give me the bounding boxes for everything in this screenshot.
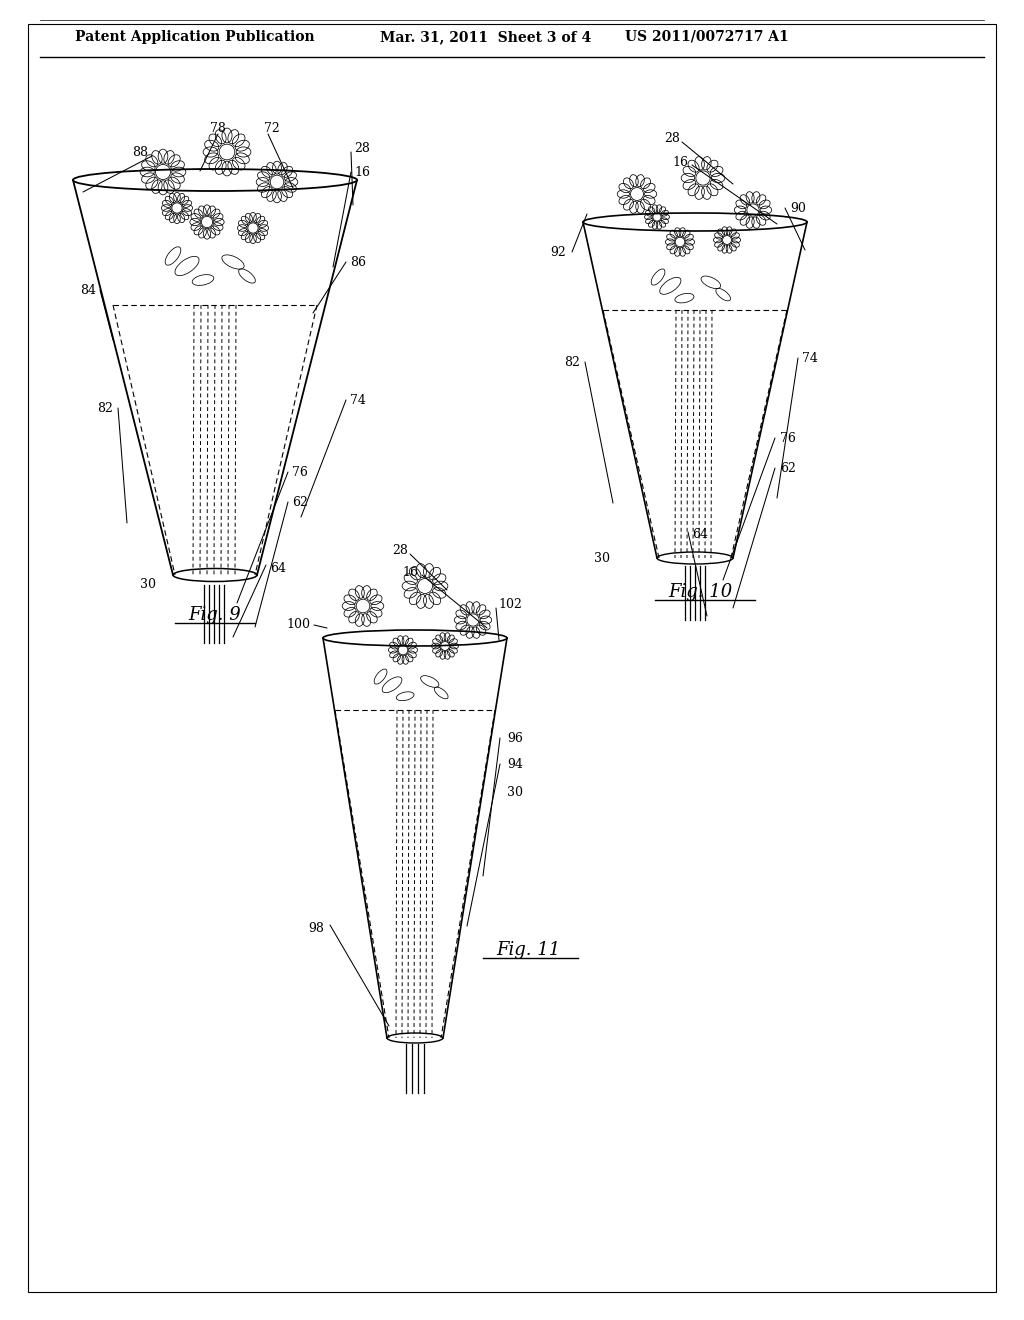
Text: 96: 96 xyxy=(507,731,523,744)
Text: 86: 86 xyxy=(350,256,366,268)
Text: 30: 30 xyxy=(507,785,523,799)
Text: 76: 76 xyxy=(292,466,308,479)
Text: 30: 30 xyxy=(140,578,156,590)
Text: 28: 28 xyxy=(392,544,408,557)
Text: 90: 90 xyxy=(791,202,806,214)
Text: 78: 78 xyxy=(210,121,226,135)
Text: Mar. 31, 2011  Sheet 3 of 4: Mar. 31, 2011 Sheet 3 of 4 xyxy=(380,30,591,44)
Text: 76: 76 xyxy=(780,432,796,445)
Text: 62: 62 xyxy=(292,495,308,508)
Text: Fig. 10: Fig. 10 xyxy=(668,583,732,601)
Text: Fig. 11: Fig. 11 xyxy=(496,941,560,960)
Text: 92: 92 xyxy=(550,246,566,259)
Text: 82: 82 xyxy=(97,401,113,414)
Text: 100: 100 xyxy=(286,619,310,631)
Text: 28: 28 xyxy=(664,132,680,144)
Text: 102: 102 xyxy=(498,598,522,611)
Text: 16: 16 xyxy=(672,156,688,169)
Text: 62: 62 xyxy=(780,462,796,474)
Text: 74: 74 xyxy=(350,393,366,407)
Text: Patent Application Publication: Patent Application Publication xyxy=(75,30,314,44)
Text: 98: 98 xyxy=(308,921,324,935)
Text: 94: 94 xyxy=(507,758,523,771)
Text: 16: 16 xyxy=(402,565,418,578)
Text: 64: 64 xyxy=(270,561,286,574)
Text: 88: 88 xyxy=(132,145,148,158)
Text: 74: 74 xyxy=(802,351,818,364)
Text: 82: 82 xyxy=(564,355,580,368)
Text: Fig. 9: Fig. 9 xyxy=(188,606,242,624)
Text: 64: 64 xyxy=(692,528,708,540)
Text: 84: 84 xyxy=(80,284,96,297)
Text: 72: 72 xyxy=(264,121,280,135)
Text: 30: 30 xyxy=(594,552,610,565)
Text: 16: 16 xyxy=(354,165,370,178)
Text: 28: 28 xyxy=(354,141,370,154)
Text: US 2011/0072717 A1: US 2011/0072717 A1 xyxy=(625,30,788,44)
